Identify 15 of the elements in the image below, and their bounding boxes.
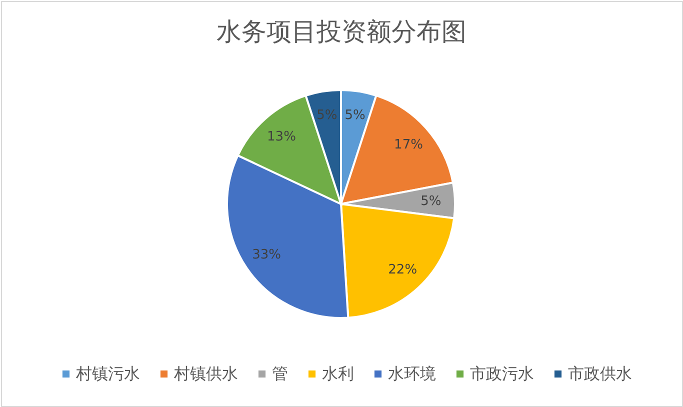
data-label: 13%: [267, 129, 296, 144]
legend-label: 市政供水: [568, 364, 632, 383]
data-label: 5%: [420, 194, 442, 210]
chart-title: 水务项目投资额分布图: [216, 17, 466, 46]
data-label: 17%: [394, 137, 423, 152]
data-label: 5%: [344, 108, 366, 124]
legend-label: 市政污水: [470, 364, 534, 383]
data-label: 22%: [388, 262, 418, 278]
legend-label: 水环境: [388, 364, 436, 383]
legend-label: 村镇供水: [173, 364, 238, 383]
legend-label: 村镇污水: [75, 364, 140, 383]
data-label: 5%: [316, 108, 338, 124]
legend-label: 水利: [322, 364, 354, 383]
legend-label: 管: [272, 364, 288, 383]
data-label: 33%: [252, 248, 282, 263]
